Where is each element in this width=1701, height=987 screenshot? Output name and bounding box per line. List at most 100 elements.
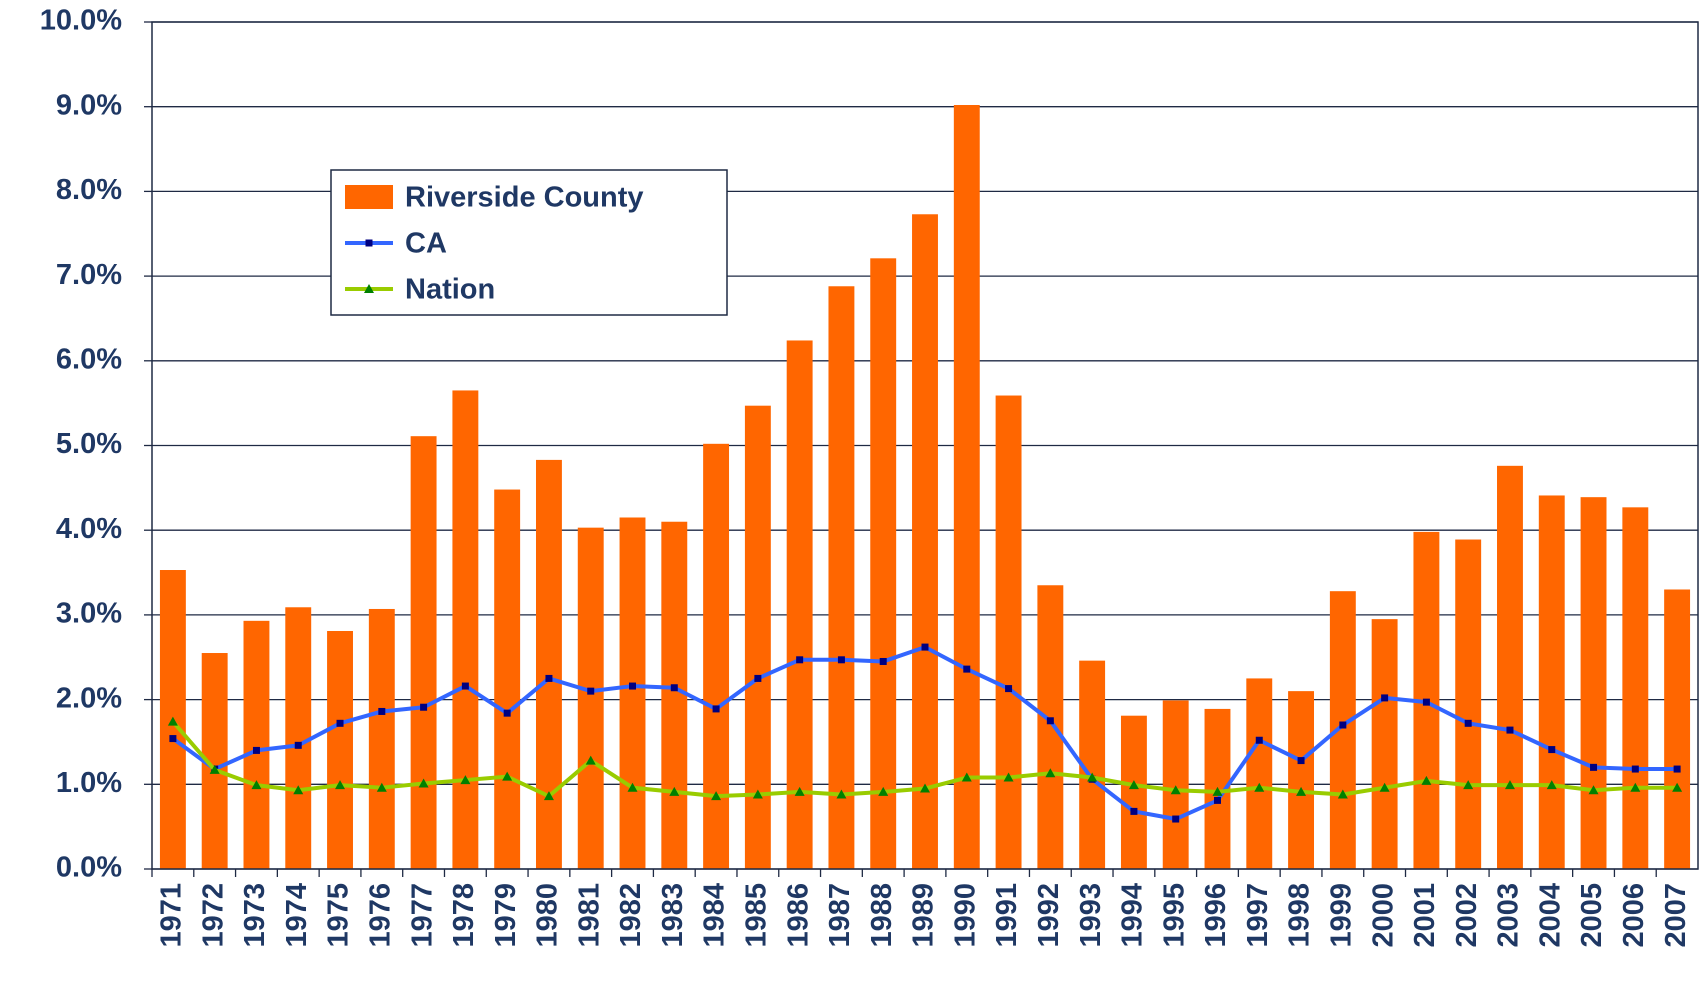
line-marker bbox=[503, 709, 511, 717]
line-marker bbox=[752, 789, 763, 799]
bar bbox=[327, 630, 353, 869]
line-marker bbox=[1087, 772, 1098, 782]
bar bbox=[786, 340, 813, 869]
x-tick-label: 1985 bbox=[741, 883, 773, 948]
bar bbox=[703, 443, 730, 869]
x-tick-label: 1976 bbox=[364, 883, 396, 948]
bar bbox=[368, 608, 395, 869]
x-tick-label: 2001 bbox=[1409, 883, 1441, 948]
x-tick-label: 1979 bbox=[490, 883, 522, 948]
x-tick-label: 1992 bbox=[1033, 883, 1065, 948]
x-tick-label: 1991 bbox=[991, 883, 1023, 948]
legend-swatch bbox=[345, 185, 393, 209]
bar bbox=[1664, 589, 1691, 869]
line-marker bbox=[963, 665, 971, 673]
bar bbox=[577, 527, 604, 869]
x-tick-label: 1972 bbox=[197, 883, 229, 948]
bar bbox=[661, 521, 688, 869]
line-marker bbox=[543, 791, 554, 801]
line-marker bbox=[1588, 785, 1599, 795]
line-marker bbox=[1128, 780, 1139, 790]
line-marker bbox=[1504, 780, 1515, 790]
bar bbox=[1497, 465, 1523, 869]
line-marker bbox=[545, 674, 553, 682]
line-marker bbox=[1045, 768, 1056, 778]
x-tick-label: 2005 bbox=[1576, 883, 1608, 948]
line-marker bbox=[1170, 785, 1181, 795]
line-marker bbox=[1421, 775, 1432, 785]
line-marker bbox=[627, 782, 638, 792]
legend-label: CA bbox=[405, 228, 447, 260]
bar bbox=[1037, 585, 1064, 869]
x-tick-label: 2000 bbox=[1367, 883, 1399, 948]
line-marker bbox=[167, 716, 178, 726]
x-tick-label: 1977 bbox=[406, 883, 438, 948]
bar bbox=[410, 436, 437, 869]
x-tick-label: 1990 bbox=[949, 883, 981, 948]
bar bbox=[243, 620, 270, 869]
line-marker bbox=[336, 719, 344, 727]
x-tick-label: 1986 bbox=[782, 883, 814, 948]
line-marker bbox=[669, 786, 680, 796]
line-marker bbox=[585, 755, 596, 765]
line-marker bbox=[961, 772, 972, 782]
line-marker bbox=[878, 786, 889, 796]
line-marker bbox=[1003, 772, 1014, 782]
y-tick-label: 8.0% bbox=[56, 174, 122, 206]
x-tick-label: 1989 bbox=[908, 883, 940, 948]
bar bbox=[912, 214, 938, 870]
line-marker bbox=[1672, 782, 1683, 792]
bar bbox=[1162, 700, 1189, 869]
line-marker bbox=[1548, 746, 1556, 754]
bar bbox=[619, 517, 646, 869]
line-marker bbox=[1463, 780, 1474, 790]
line-marker bbox=[1379, 782, 1390, 792]
line-marker bbox=[712, 705, 720, 713]
line-marker bbox=[1172, 815, 1180, 823]
x-tick-label: 1983 bbox=[657, 883, 689, 948]
legend-label: Riverside County bbox=[405, 182, 644, 214]
x-tick-label: 1999 bbox=[1325, 883, 1357, 948]
line-marker bbox=[294, 741, 302, 749]
line-marker bbox=[1296, 786, 1307, 796]
bar bbox=[1329, 591, 1356, 869]
bar bbox=[744, 405, 771, 869]
y-tick-label: 10.0% bbox=[40, 5, 122, 37]
bar bbox=[1246, 678, 1273, 869]
line-marker bbox=[335, 780, 346, 790]
x-tick-label: 1993 bbox=[1075, 883, 1107, 948]
line-marker bbox=[293, 785, 304, 795]
line-marker bbox=[378, 707, 386, 715]
line-marker bbox=[1297, 757, 1305, 765]
x-tick-label: 2003 bbox=[1493, 883, 1525, 948]
bar bbox=[285, 607, 312, 869]
x-tick-label: 1973 bbox=[239, 883, 271, 948]
x-tick-label: 1998 bbox=[1284, 883, 1316, 948]
line-marker bbox=[169, 735, 177, 743]
y-tick-label: 7.0% bbox=[56, 259, 122, 291]
line-marker bbox=[754, 674, 762, 682]
x-tick-label: 1975 bbox=[323, 883, 355, 948]
line-marker bbox=[1339, 721, 1347, 729]
line-marker bbox=[711, 791, 722, 801]
line-marker bbox=[1506, 726, 1514, 734]
bar bbox=[1120, 715, 1147, 869]
bar bbox=[1538, 495, 1565, 869]
legend: Riverside County CA Nation bbox=[330, 169, 728, 316]
line-marker bbox=[796, 656, 804, 664]
legend-label: Nation bbox=[405, 274, 495, 306]
line-marker bbox=[418, 778, 429, 788]
line-marker bbox=[1546, 780, 1557, 790]
x-tick-label: 2002 bbox=[1451, 883, 1483, 948]
y-tick-label: 3.0% bbox=[56, 598, 122, 630]
line-marker bbox=[1630, 782, 1641, 792]
line-marker bbox=[1212, 786, 1223, 796]
legend-marker bbox=[365, 239, 373, 247]
line-marker bbox=[1422, 698, 1430, 706]
x-tick-label: 2007 bbox=[1660, 883, 1692, 948]
y-tick-label: 4.0% bbox=[56, 513, 122, 545]
line-marker bbox=[1130, 807, 1138, 815]
x-tick-label: 1980 bbox=[532, 883, 564, 948]
bar bbox=[1622, 507, 1649, 869]
